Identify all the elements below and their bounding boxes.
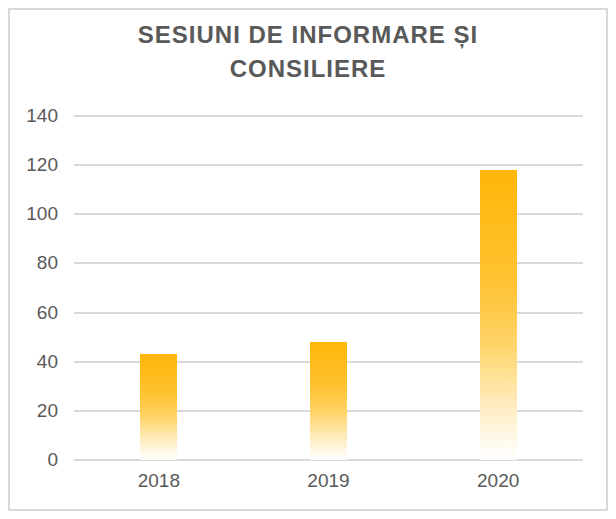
bar-2020 xyxy=(480,170,517,460)
y-axis-tick-label: 60 xyxy=(0,302,58,324)
y-axis-tick-label: 0 xyxy=(0,449,58,471)
chart-title: SESIUNI DE INFORMARE ȘI CONSILIERE xyxy=(78,18,538,86)
y-axis-tick-label: 40 xyxy=(0,351,58,373)
bar-2018 xyxy=(140,354,177,460)
y-axis-tick-label: 120 xyxy=(0,154,58,176)
chart-container: SESIUNI DE INFORMARE ȘI CONSILIERE 0 20 40… xyxy=(0,0,616,519)
x-axis-category-label: 2019 xyxy=(279,470,379,492)
gridline-120 xyxy=(74,164,583,166)
y-axis-tick-label: 100 xyxy=(0,203,58,225)
y-axis-tick-label: 140 xyxy=(0,105,58,127)
x-axis-category-label: 2018 xyxy=(109,470,209,492)
y-axis-tick-label: 20 xyxy=(0,400,58,422)
x-axis-category-label: 2020 xyxy=(448,470,548,492)
gridline-140 xyxy=(74,115,583,117)
y-axis-tick-label: 80 xyxy=(0,252,58,274)
plot-area xyxy=(74,116,583,460)
bar-2019 xyxy=(310,342,347,460)
